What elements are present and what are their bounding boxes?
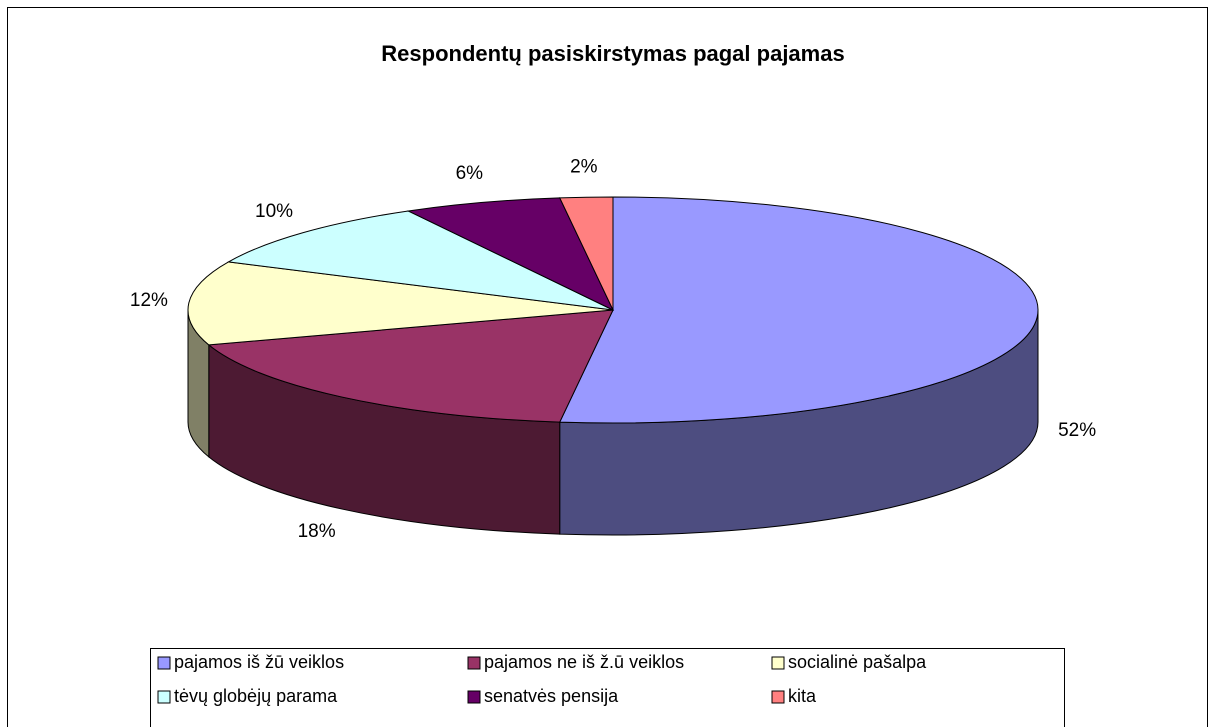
slice <box>558 196 614 311</box>
legend-label: pajamos iš žū veiklos <box>174 652 344 672</box>
legend-swatch <box>467 690 481 704</box>
legend-label: pajamos ne iš ž.ū veiklos <box>484 652 684 672</box>
legend-label: kita <box>788 686 817 706</box>
data-label: 6% <box>456 163 484 184</box>
chart-title: Respondentų pasiskirstymas pagal pajamas <box>381 41 844 66</box>
legend <box>150 648 1065 727</box>
data-label: 10% <box>255 201 293 222</box>
slice <box>406 197 615 312</box>
legend-swatch <box>771 656 785 670</box>
data-label: 18% <box>298 521 336 542</box>
slice <box>207 309 614 423</box>
slice <box>558 196 1039 424</box>
data-label: 12% <box>130 290 168 311</box>
data-label: 52% <box>1058 420 1096 441</box>
legend-swatch <box>467 656 481 670</box>
legend-swatch <box>771 690 785 704</box>
legend-swatch <box>157 656 171 670</box>
slice <box>187 261 614 346</box>
data-label: 2% <box>570 156 598 177</box>
legend-label: senatvės pensija <box>484 686 619 706</box>
slice <box>226 210 614 311</box>
legend-swatch <box>157 690 171 704</box>
legend-label: socialinė pašalpa <box>788 652 927 672</box>
legend-label: tėvų globėjų parama <box>174 686 338 706</box>
